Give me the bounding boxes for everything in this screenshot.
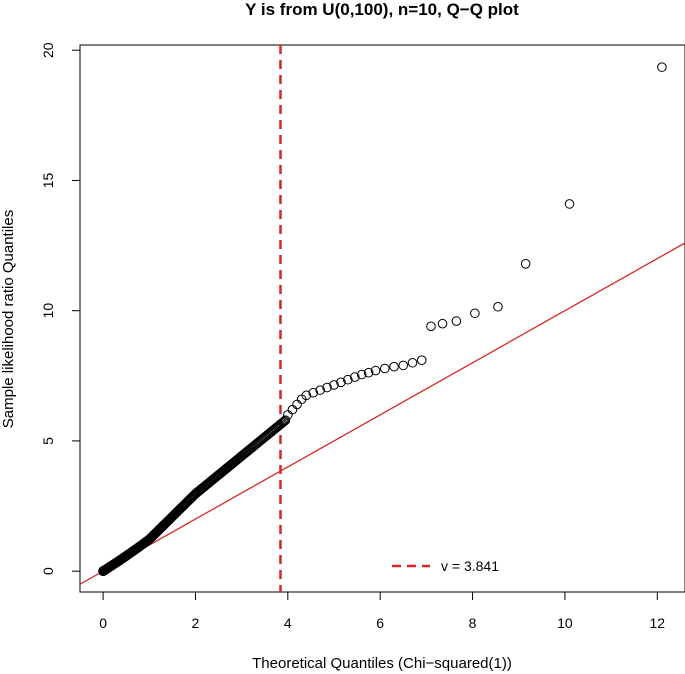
qq-point xyxy=(280,415,291,425)
qq-point xyxy=(329,380,339,390)
y-tick-label: 15 xyxy=(40,172,56,188)
reference-line xyxy=(80,242,685,585)
x-tick-label: 4 xyxy=(284,615,292,631)
qq-point xyxy=(520,259,531,269)
qq-point xyxy=(398,360,409,371)
y-tick-label: 0 xyxy=(40,567,56,575)
x-tick-label: 2 xyxy=(192,615,200,631)
qq-point xyxy=(451,316,462,326)
sample-points xyxy=(98,62,667,576)
x-axis: 0 2 4 6 8 10 12 xyxy=(99,591,666,631)
y-tick-label: 10 xyxy=(40,303,56,319)
qq-point xyxy=(564,199,575,209)
qq-point xyxy=(493,301,503,312)
qq-point xyxy=(426,321,436,332)
qq-point xyxy=(278,417,289,427)
qq-point xyxy=(279,416,290,426)
qq-point xyxy=(370,365,381,376)
qq-point xyxy=(322,382,332,393)
qq-point xyxy=(301,390,312,401)
qq-point xyxy=(349,372,360,382)
x-tick-label: 10 xyxy=(557,615,573,631)
x-tick-label: 0 xyxy=(99,615,107,631)
qq-point xyxy=(437,318,448,329)
y-tick-label: 5 xyxy=(40,437,56,445)
qq-point xyxy=(470,308,480,319)
qq-point xyxy=(389,361,399,372)
x-axis-label: Theoretical Quantiles (Chi−squared(1)) xyxy=(252,655,512,672)
x-tick-label: 8 xyxy=(469,615,477,631)
qq-point xyxy=(343,374,353,385)
qq-point xyxy=(308,387,319,398)
x-tick-label: 12 xyxy=(650,615,666,631)
x-tick-label: 6 xyxy=(376,615,384,631)
qq-point xyxy=(363,367,374,378)
y-axis: 0 5 10 15 20 xyxy=(40,42,81,575)
qq-point xyxy=(416,355,427,365)
qq-point xyxy=(277,418,287,428)
qq-point xyxy=(657,62,667,72)
chart-title: Y is from U(0,100), n=10, Q−Q plot xyxy=(245,0,519,19)
qq-point xyxy=(380,363,390,374)
legend-label: v = 3.841 xyxy=(441,558,499,574)
y-axis-label: Sample likelihood ratio Quantiles xyxy=(0,210,17,428)
legend: v = 3.841 xyxy=(392,558,499,574)
qq-point xyxy=(336,377,346,388)
y-tick-label: 20 xyxy=(40,42,56,58)
qq-point xyxy=(315,385,325,395)
qq-point xyxy=(407,357,418,368)
qq-point xyxy=(356,369,367,380)
